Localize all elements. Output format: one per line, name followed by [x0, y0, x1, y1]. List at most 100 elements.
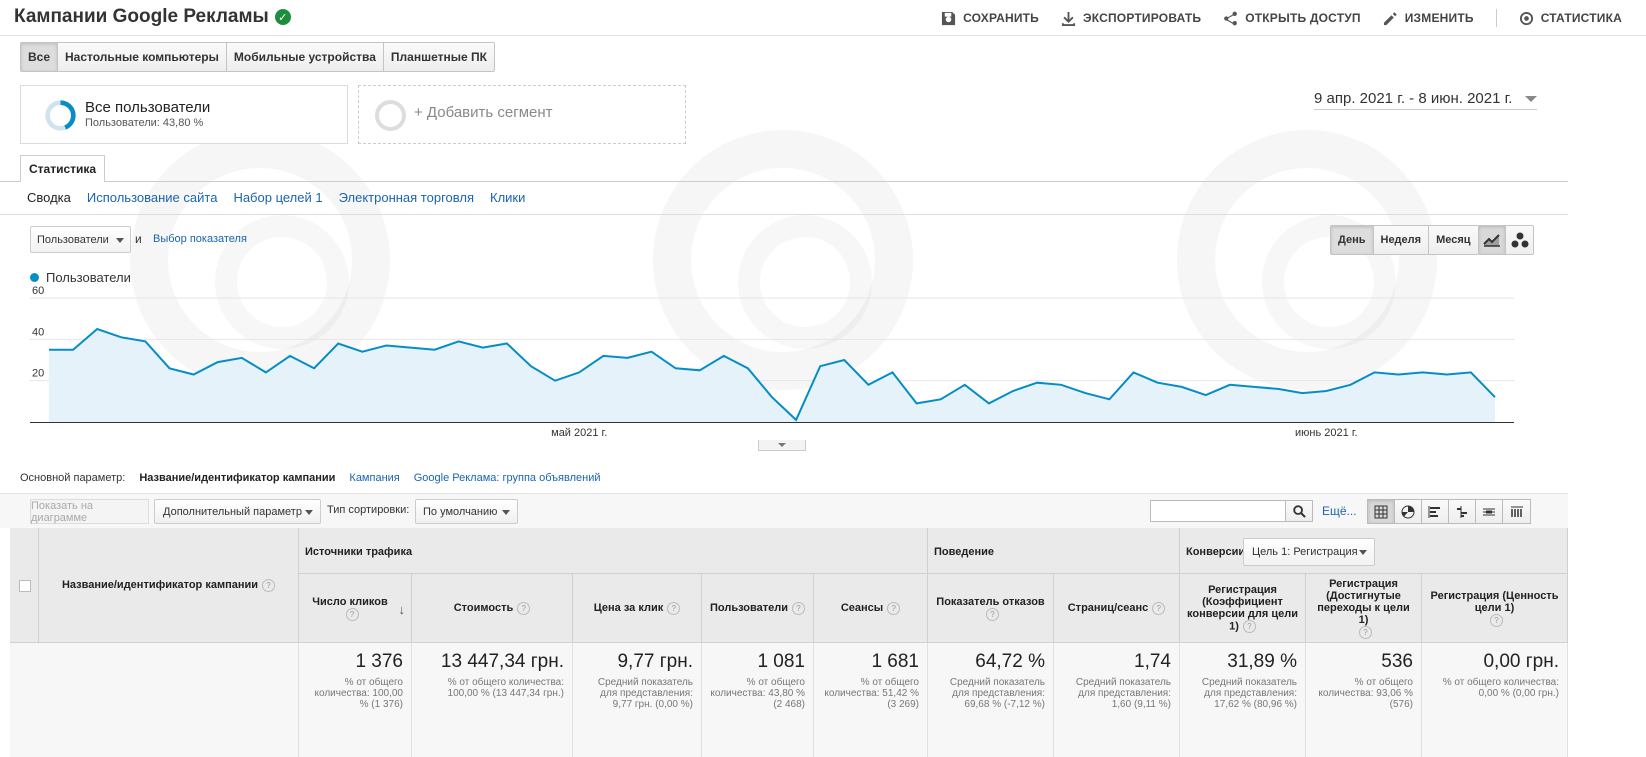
plot-rows-button[interactable]: Показать на диаграмме — [30, 499, 149, 524]
dimension-header-label: Название/идентификатор кампании — [61, 579, 259, 591]
tab-tablet[interactable]: Планшетные ПК — [383, 43, 494, 71]
group-behavior-label: Поведение — [934, 546, 994, 558]
empty-segment-ring-icon — [375, 100, 406, 131]
granularity-week[interactable]: Неделя — [1373, 226, 1430, 254]
edit-label: ИЗМЕНИТЬ — [1404, 11, 1474, 25]
col-sessions[interactable]: Сеансы? — [814, 574, 928, 643]
chevron-down-icon — [1359, 550, 1367, 555]
x-tick-label: июнь 2021 г. — [1295, 427, 1358, 439]
total-goal-value: 0,00 грн. % от общего количества: 0,00 %… — [1422, 643, 1568, 757]
col-goal-completions[interactable]: Регистрация (Достигнутые переходы к цели… — [1306, 574, 1422, 643]
verified-check-icon: ✓ — [274, 9, 291, 25]
share-label: ОТКРЫТЬ ДОСТУП — [1245, 11, 1361, 25]
bubbles-icon — [1511, 232, 1528, 248]
view-comparison-button[interactable] — [1449, 500, 1476, 523]
select-metric-link[interactable]: Выбор показателя — [153, 233, 247, 245]
col-sessions-label: Сеансы — [840, 602, 884, 614]
segment-name: Все пользователи — [85, 99, 211, 116]
tab-explorer[interactable]: Статистика — [20, 155, 106, 182]
col-goal-value[interactable]: Регистрация (Ценность цели 1)? — [1422, 574, 1568, 643]
download-icon — [1061, 11, 1076, 26]
subtab-clicks[interactable]: Клики — [490, 190, 526, 205]
columns-icon — [1510, 506, 1523, 517]
chevron-down-icon — [1525, 95, 1537, 102]
dimension-header[interactable]: Название/идентификатор кампании? — [39, 528, 299, 643]
secondary-dimension-select[interactable]: Дополнительный параметр — [154, 499, 321, 524]
subtab-site-usage[interactable]: Использование сайта — [86, 190, 218, 205]
header-actions: СОХРАНИТЬ ЭКСПОРТИРОВАТЬ ОТКРЫТЬ ДОСТУП … — [941, 9, 1622, 27]
view-term-cloud-button[interactable] — [1476, 500, 1503, 523]
group-acquisition: Источники трафика — [299, 528, 928, 574]
col-goal-conversion-rate[interactable]: Регистрация (Коэффициент конверсии для ц… — [1180, 574, 1306, 643]
col-cost[interactable]: Стоимость? — [412, 574, 573, 643]
subtab-summary[interactable]: Сводка — [27, 190, 71, 205]
view-pivot-button[interactable] — [1503, 500, 1530, 523]
date-range-picker[interactable]: 9 апр. 2021 г. - 8 июн. 2021 г. — [1314, 88, 1537, 110]
col-bounce-rate[interactable]: Показатель отказов? — [928, 574, 1054, 643]
goal-select[interactable]: Цель 1: Регистрация — [1243, 538, 1375, 566]
tab-mobile[interactable]: Мобильные устройства — [226, 43, 384, 71]
col-clicks[interactable]: Число кликов? ↓ — [299, 574, 412, 643]
total-bounce-rate-sub: Средний показатель для представления: 69… — [949, 677, 1045, 710]
dimension-campaign[interactable]: Кампания — [349, 472, 400, 484]
line-chart-button[interactable] — [1479, 226, 1506, 254]
granularity-day[interactable]: День — [1331, 226, 1374, 254]
export-button[interactable]: ЭКСПОРТИРОВАТЬ — [1061, 11, 1201, 26]
grid-icon — [1374, 505, 1388, 518]
chart-type-toggle — [1478, 225, 1534, 255]
share-button[interactable]: ОТКРЫТЬ ДОСТУП — [1223, 11, 1361, 26]
search-button[interactable] — [1286, 500, 1313, 522]
help-icon: ? — [262, 578, 276, 592]
series-area — [49, 329, 1495, 422]
total-cpc: 9,77 грн. Средний показатель для предста… — [573, 643, 702, 757]
col-cost-label: Стоимость — [453, 602, 514, 614]
y-tick-label: 40 — [32, 326, 44, 338]
select-all-header — [10, 528, 39, 643]
table-search-input[interactable] — [1150, 500, 1286, 522]
primary-dimension-bar: Основной параметр: Название/идентификато… — [20, 472, 600, 484]
divider — [1495, 9, 1497, 27]
col-users[interactable]: Пользователи? — [702, 574, 814, 643]
secondary-dimension-label: Дополнительный параметр — [163, 505, 302, 518]
help-icon: ? — [792, 601, 805, 615]
edit-button[interactable]: ИЗМЕНИТЬ — [1383, 11, 1474, 26]
total-goal-completions: 536 % от общего количества: 93,06 % (576… — [1306, 643, 1422, 757]
more-link[interactable]: Ещё... — [1322, 504, 1357, 518]
col-cpc[interactable]: Цена за клик? — [573, 574, 702, 643]
segment-all-users[interactable]: Все пользователи Пользователи: 43,80 % — [20, 85, 348, 144]
total-cost-value: 13 447,34 грн. — [440, 651, 564, 672]
save-icon — [942, 11, 956, 25]
save-button[interactable]: СОХРАНИТЬ — [941, 11, 1039, 26]
help-icon: ? — [1359, 625, 1372, 639]
total-clicks-sub: % от общего количества: 100,00 % (1 376) — [314, 677, 403, 710]
insights-icon — [1519, 11, 1533, 25]
total-sessions-value: 1 681 — [871, 651, 919, 672]
y-tick-label: 20 — [32, 368, 44, 380]
help-icon: ? — [517, 601, 531, 615]
total-sessions-sub: % от общего количества: 51,42 % (3 269) — [824, 677, 919, 710]
select-all-checkbox[interactable] — [19, 580, 31, 592]
totals-row-spacer — [10, 643, 299, 757]
dimension-ad-group[interactable]: Google Реклама: группа объявлений — [413, 472, 601, 484]
col-pages-per-session[interactable]: Страниц/сеанс? — [1054, 574, 1180, 643]
tab-all[interactable]: Все — [21, 43, 59, 71]
subtab-goal-set-1[interactable]: Набор целей 1 — [233, 190, 323, 205]
granularity-month[interactable]: Месяц — [1429, 226, 1478, 254]
subtab-ecommerce[interactable]: Электронная торговля — [338, 190, 474, 205]
view-performance-button[interactable] — [1422, 500, 1449, 523]
chart-legend: Пользователи — [30, 270, 131, 285]
group-conversions-label: Конверсии — [1186, 546, 1246, 558]
line-chart-icon — [1483, 234, 1500, 247]
insights-button[interactable]: СТАТИСТИКА — [1519, 11, 1622, 26]
view-percentage-button[interactable] — [1395, 500, 1422, 523]
motion-chart-button[interactable] — [1506, 226, 1533, 254]
col-clicks-label: Число кликов — [312, 595, 388, 608]
collapse-chart-handle[interactable] — [758, 440, 806, 451]
metric-select-value: Пользователи — [37, 233, 109, 246]
sort-type-select[interactable]: По умолчанию — [415, 499, 518, 524]
report-table: Название/идентификатор кампании? Источни… — [10, 528, 1568, 757]
view-data-button[interactable] — [1368, 500, 1395, 523]
add-segment-button[interactable]: + Добавить сегмент — [358, 85, 686, 144]
metric-select[interactable]: Пользователи — [30, 226, 131, 253]
tab-desktop[interactable]: Настольные компьютеры — [58, 43, 227, 71]
